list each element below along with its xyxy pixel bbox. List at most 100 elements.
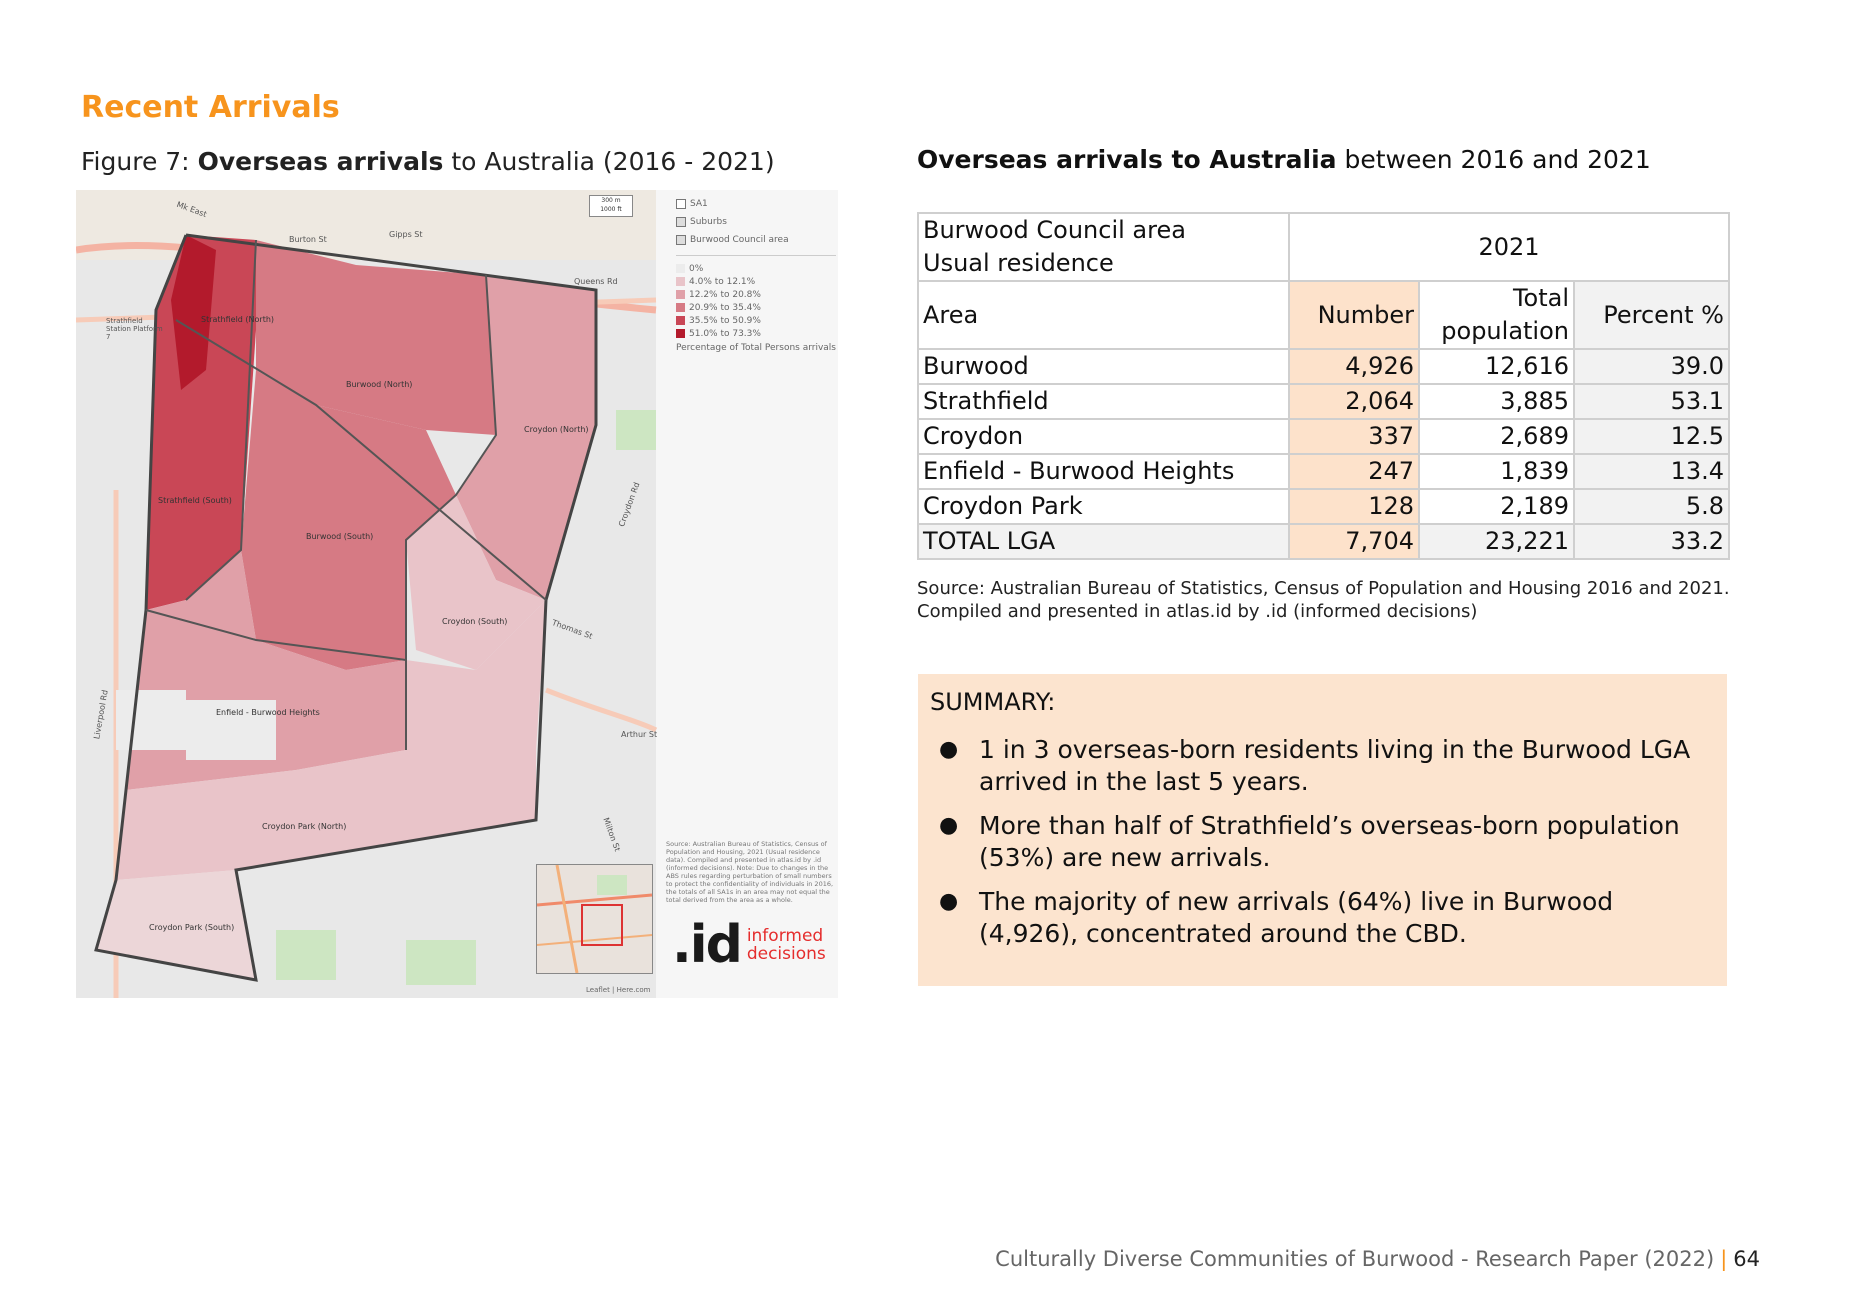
cell-number: 337 [1288,418,1420,455]
inset-map-canvas [537,865,652,973]
legend-layer-suburbs[interactable]: Suburbs [676,213,836,231]
header-area-line1: Burwood Council area [923,216,1186,244]
overseas-arrivals-map: Strathfield (North) Burwood (North) Croy… [76,190,838,998]
cell-area: Strathfield [917,383,1290,420]
table-header-row: Burwood Council area Usual residence 202… [917,212,1730,282]
boundary-strathfield [185,239,257,601]
street-label-queens: Queens Rd [574,277,618,286]
legend-class: 0% [676,262,836,275]
legend-class: 35.5% to 50.9% [676,314,836,327]
cell-total: 2,189 [1418,488,1575,525]
cell-area: Croydon [917,418,1290,455]
map-label-burwood-south: Burwood (South) [306,532,374,541]
footer-title: Culturally Diverse Communities of Burwoo… [995,1247,1715,1271]
summary-list: ● 1 in 3 overseas-born residents living i… [930,734,1715,950]
table-source-line2: Compiled and presented in atlas.id by .i… [917,601,1478,622]
street-label-arthur: Arthur St [621,730,658,739]
inset-map [536,864,653,974]
map-label-strathfield-north: Strathfield (North) [201,315,275,324]
cell-area: Croydon Park [917,488,1290,525]
summary-bullet: ● More than half of Strathfield’s oversea… [930,810,1715,874]
map-scale-m: 300 m [601,197,621,204]
legend-layer-label: SA1 [690,199,708,209]
id-logo: .id informed decisions [672,910,832,980]
id-logo-mark: .id [672,915,743,975]
bullet-icon: ● [939,737,959,762]
strathfield-north-hotspot [171,235,216,390]
cell-area: TOTAL LGA [917,523,1290,560]
cell-area: Enfield - Burwood Heights [917,453,1290,490]
summary-bullet: ● The majority of new arrivals (64%) live… [930,886,1715,950]
map-label-croydon-south: Croydon (South) [442,617,508,626]
summary-heading: SUMMARY: [930,688,1056,716]
table-row: Burwood 4,926 12,616 39.0 [917,348,1730,385]
legend-class-label: 4.0% to 12.1% [689,276,756,287]
table-source-note: Source: Australian Bureau of Statistics,… [917,577,1747,623]
page-footer: Culturally Diverse Communities of Burwoo… [995,1247,1760,1271]
legend-layer-label: Suburbs [690,217,727,227]
cell-percent: 12.5 [1573,418,1730,455]
cell-number: 4,926 [1288,348,1420,385]
page-number: 64 [1733,1247,1760,1271]
map-scale: 300 m 1000 ft [589,195,633,217]
cell-percent: 33.2 [1573,523,1730,560]
header-area-line2: Usual residence [923,249,1114,277]
map-source-note: Source: Australian Bureau of Statistics,… [666,840,834,904]
croydon-park-north-area [116,750,536,880]
reserve-area-2 [406,940,476,985]
map-canvas [76,190,658,998]
legend-class: 51.0% to 73.3% [676,327,836,340]
cell-percent: 39.0 [1573,348,1730,385]
map-label-croydon-park-north: Croydon Park (North) [262,822,347,831]
figure-caption: Figure 7: Overseas arrivals to Australia… [81,147,775,176]
cell-area: Burwood [917,348,1290,385]
map-label-croydon-north: Croydon (North) [524,425,589,434]
summary-bullet-text: More than half of Strathfield’s overseas… [979,811,1680,872]
figure-caption-prefix: Figure 7: [81,147,198,176]
cell-percent: 53.1 [1573,383,1730,420]
legend-class: 20.9% to 35.4% [676,301,836,314]
checkbox-icon[interactable] [676,199,686,209]
cell-number: 247 [1288,453,1420,490]
map-label-croydon-park-south: Croydon Park (South) [149,923,235,932]
col-header-area: Area [917,280,1290,350]
table-row: Croydon 337 2,689 12.5 [917,418,1730,455]
table-title-bold: Overseas arrivals to Australia [917,145,1337,174]
legend-swatch [676,329,685,338]
cell-percent: 5.8 [1573,488,1730,525]
inset-park [597,875,627,895]
boundary-railway [175,319,547,601]
legend-swatch [676,290,685,299]
burwood-south-area [241,370,456,670]
id-logo-words: informed decisions [747,927,826,963]
legend-class: 12.2% to 20.8% [676,288,836,301]
burwood-north-area [256,240,496,435]
inset-road-3 [537,934,652,946]
strathfield-north-area [146,235,256,610]
col-header-number: Number [1288,280,1420,350]
footer-separator: | [1720,1247,1728,1271]
croydon-north-area [456,275,596,600]
table-row: Enfield - Burwood Heights 247 1,839 13.4 [917,453,1730,490]
legend-swatch [676,264,685,273]
checkbox-icon[interactable] [676,217,686,227]
cell-number: 128 [1288,488,1420,525]
legend-class-label: 20.9% to 35.4% [689,302,761,313]
id-logo-word-informed: informed [746,926,824,946]
cell-percent: 13.4 [1573,453,1730,490]
table-row: Croydon Park 128 2,189 5.8 [917,488,1730,525]
legend-layer-council[interactable]: Burwood Council area [676,231,836,249]
figure-caption-bold: Overseas arrivals [197,147,444,176]
thomas-street-road [545,687,658,733]
legend-layer-sa1[interactable]: SA1 [676,195,836,213]
croydon-park-south-area [96,870,256,980]
map-legend: SA1 Suburbs Burwood Council area 0% 4.0%… [676,195,836,354]
inset-road-2 [555,865,579,973]
checkbox-icon[interactable] [676,235,686,245]
col-header-total-line2: population [1441,317,1569,345]
inset-road [537,893,652,907]
street-label-gipps: Gipps St [389,230,423,239]
legend-class: 4.0% to 12.1% [676,275,836,288]
reserve-area [276,930,336,980]
map-attribution[interactable]: Leaflet | Here.com [586,986,651,994]
